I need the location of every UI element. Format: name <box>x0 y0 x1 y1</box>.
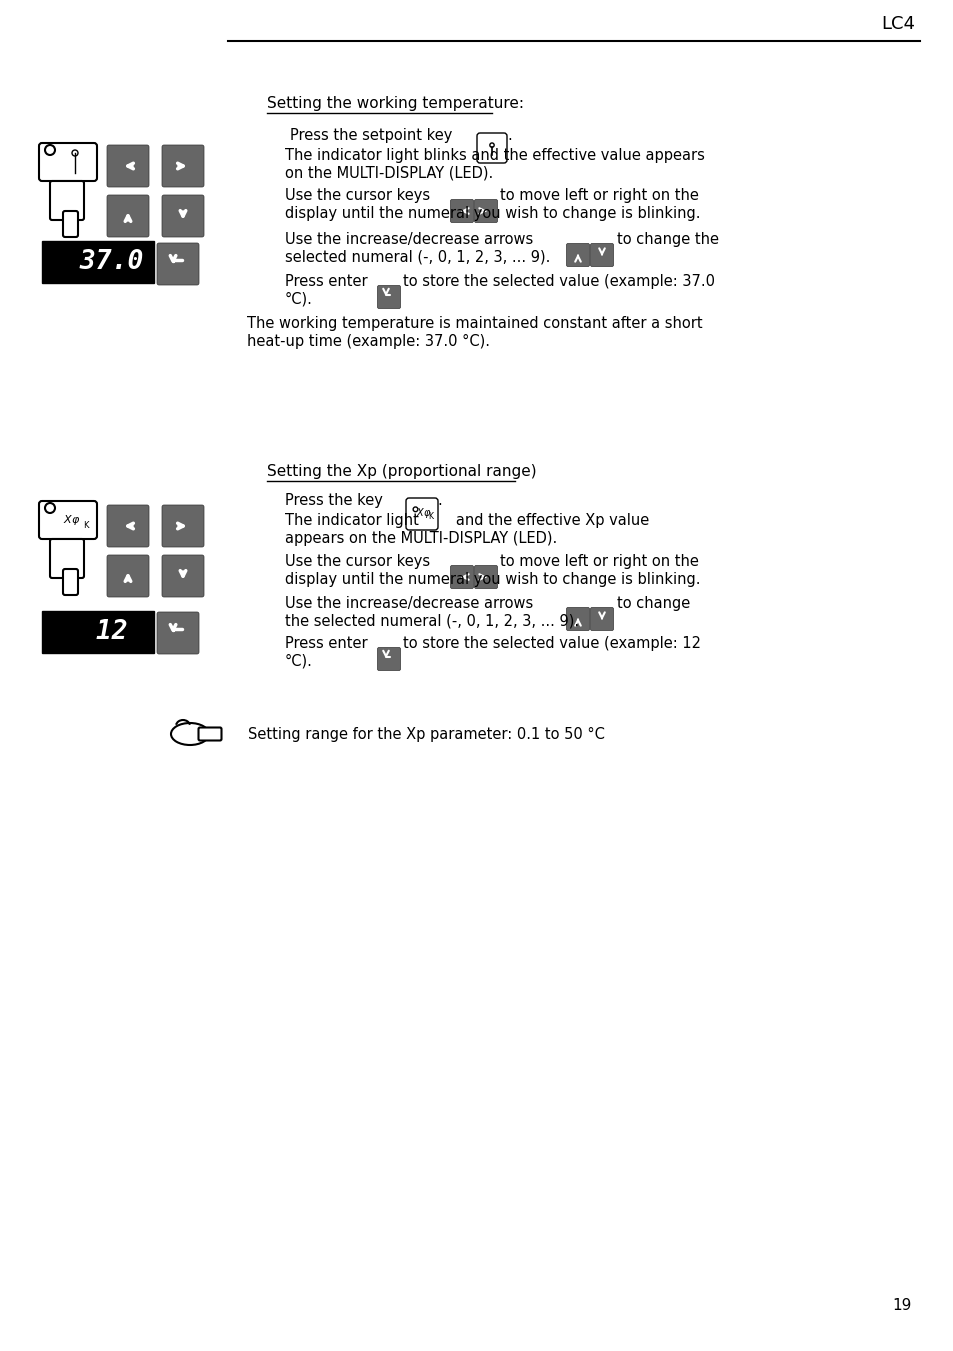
Text: Press enter: Press enter <box>285 274 367 289</box>
Text: Use the cursor keys: Use the cursor keys <box>285 188 430 203</box>
FancyBboxPatch shape <box>63 211 78 236</box>
Text: Use the cursor keys: Use the cursor keys <box>285 554 430 569</box>
Text: Setting range for the Xp parameter: 0.1 to 50 °C: Setting range for the Xp parameter: 0.1 … <box>248 727 604 742</box>
Text: display until the numeral you wish to change is blinking.: display until the numeral you wish to ch… <box>285 571 700 586</box>
Text: Use the increase/decrease arrows: Use the increase/decrease arrows <box>285 596 533 611</box>
Text: Press the key: Press the key <box>285 493 382 508</box>
Text: Press the setpoint key: Press the setpoint key <box>290 128 452 143</box>
Text: to store the selected value (example: 12: to store the selected value (example: 12 <box>402 636 700 651</box>
FancyBboxPatch shape <box>450 566 473 589</box>
FancyBboxPatch shape <box>566 608 589 631</box>
Text: 37.0: 37.0 <box>64 249 143 276</box>
Text: heat-up time (example: 37.0 °C).: heat-up time (example: 37.0 °C). <box>247 334 490 349</box>
Text: Setting the working temperature:: Setting the working temperature: <box>267 96 523 111</box>
Text: °C).: °C). <box>285 654 313 669</box>
FancyBboxPatch shape <box>162 555 204 597</box>
Text: to move left or right on the: to move left or right on the <box>499 188 699 203</box>
Text: Use the increase/decrease arrows: Use the increase/decrease arrows <box>285 232 533 247</box>
FancyBboxPatch shape <box>590 243 613 266</box>
FancyBboxPatch shape <box>198 727 221 740</box>
Text: to store the selected value (example: 37.0: to store the selected value (example: 37… <box>402 274 714 289</box>
FancyBboxPatch shape <box>566 243 589 266</box>
FancyBboxPatch shape <box>162 505 204 547</box>
FancyBboxPatch shape <box>450 200 473 223</box>
Text: .: . <box>506 128 511 143</box>
Text: 12: 12 <box>80 619 128 644</box>
Text: the selected numeral (-, 0, 1, 2, 3, ... 9).: the selected numeral (-, 0, 1, 2, 3, ...… <box>285 613 578 630</box>
FancyBboxPatch shape <box>63 569 78 594</box>
Text: to change: to change <box>617 596 690 611</box>
Text: The indicator light        and the effective Xp value: The indicator light and the effective Xp… <box>285 513 649 528</box>
FancyBboxPatch shape <box>406 499 437 530</box>
FancyBboxPatch shape <box>50 181 84 220</box>
Text: Press enter: Press enter <box>285 636 367 651</box>
Text: to move left or right on the: to move left or right on the <box>499 554 699 569</box>
Text: LC4: LC4 <box>880 15 914 32</box>
Text: The working temperature is maintained constant after a short: The working temperature is maintained co… <box>247 316 702 331</box>
FancyBboxPatch shape <box>377 285 400 308</box>
FancyBboxPatch shape <box>50 539 84 578</box>
FancyBboxPatch shape <box>107 555 149 597</box>
Text: The indicator light blinks and the effective value appears: The indicator light blinks and the effec… <box>285 149 704 163</box>
Text: K: K <box>427 512 433 521</box>
FancyBboxPatch shape <box>39 501 97 539</box>
FancyBboxPatch shape <box>157 243 199 285</box>
FancyBboxPatch shape <box>107 505 149 547</box>
Bar <box>42 240 153 282</box>
FancyBboxPatch shape <box>107 195 149 236</box>
FancyBboxPatch shape <box>476 132 506 163</box>
Text: to change the: to change the <box>617 232 719 247</box>
FancyBboxPatch shape <box>474 200 497 223</box>
Bar <box>42 611 153 653</box>
Text: K: K <box>83 521 89 531</box>
Text: appears on the MULTI-DISPLAY (LED).: appears on the MULTI-DISPLAY (LED). <box>285 531 557 546</box>
FancyBboxPatch shape <box>162 195 204 236</box>
Text: °C).: °C). <box>285 292 313 307</box>
Ellipse shape <box>171 723 209 744</box>
Text: $X\varphi$: $X\varphi$ <box>416 507 431 520</box>
FancyBboxPatch shape <box>377 647 400 670</box>
FancyBboxPatch shape <box>39 143 97 181</box>
Text: .: . <box>436 493 441 508</box>
Text: selected numeral (-, 0, 1, 2, 3, ... 9).: selected numeral (-, 0, 1, 2, 3, ... 9). <box>285 250 550 265</box>
FancyBboxPatch shape <box>157 612 199 654</box>
FancyBboxPatch shape <box>590 608 613 631</box>
Text: on the MULTI-DISPLAY (LED).: on the MULTI-DISPLAY (LED). <box>285 166 493 181</box>
FancyBboxPatch shape <box>162 145 204 186</box>
Text: $X\varphi$: $X\varphi$ <box>63 513 81 527</box>
Text: Setting the Xp (proportional range): Setting the Xp (proportional range) <box>267 463 536 480</box>
Text: display until the numeral you wish to change is blinking.: display until the numeral you wish to ch… <box>285 205 700 222</box>
Text: 19: 19 <box>892 1298 911 1313</box>
FancyBboxPatch shape <box>107 145 149 186</box>
FancyBboxPatch shape <box>474 566 497 589</box>
